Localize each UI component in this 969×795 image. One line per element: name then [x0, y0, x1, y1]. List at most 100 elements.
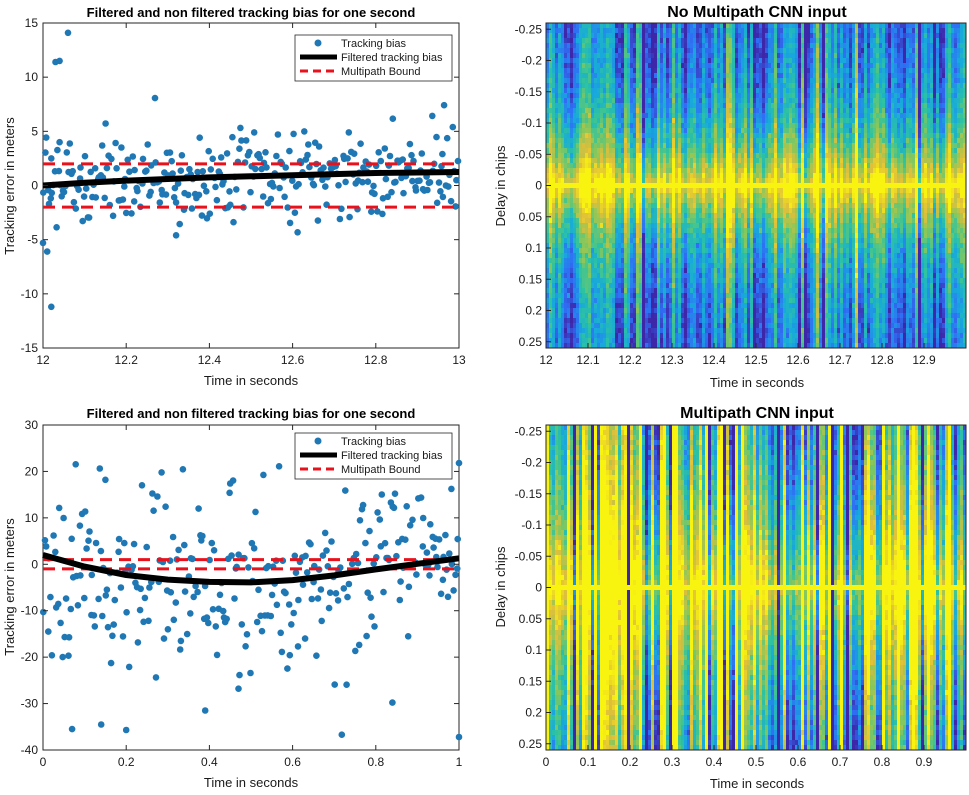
heatmap-cell: [714, 28, 718, 34]
heatmap-cell: [723, 108, 727, 114]
heatmap-cell: [678, 333, 682, 339]
heatmap-cell: [699, 173, 703, 179]
heatmap-cell: [723, 38, 727, 44]
heatmap-cell: [585, 238, 589, 244]
heatmap-cell: [627, 38, 631, 44]
heatmap-cell: [693, 123, 697, 129]
heatmap-cell: [753, 98, 757, 104]
heatmap-cell: [663, 283, 667, 289]
heatmap-cell: [597, 253, 601, 259]
heatmap-cell: [669, 163, 673, 169]
heatmap-cell: [642, 148, 646, 154]
data-point: [129, 153, 137, 160]
heatmap-cell: [702, 68, 706, 74]
heatmap-cell: [591, 68, 595, 74]
heatmap-cell: [558, 73, 562, 79]
heatmap-cell: [558, 173, 562, 179]
heatmap-cell: [567, 38, 571, 44]
heatmap-cell: [561, 338, 565, 344]
legend: Tracking bias Filtered tracking bias Mul…: [294, 34, 453, 82]
heatmap-cell: [633, 98, 637, 104]
heatmap-cell: [723, 323, 727, 329]
heatmap-cell: [756, 218, 760, 224]
heatmap-cell: [756, 293, 760, 299]
heatmap-cell: [609, 113, 613, 119]
heatmap-cell: [678, 28, 682, 34]
heatmap-cell: [579, 198, 583, 204]
heatmap-cell: [579, 158, 583, 164]
heatmap-cell: [717, 218, 721, 224]
heatmap-cell: [549, 113, 553, 119]
data-point: [374, 208, 381, 215]
heatmap-cell: [627, 93, 631, 99]
heatmap-cell: [573, 173, 577, 179]
heatmap-cell: [723, 33, 727, 39]
heatmap-cell: [717, 233, 721, 239]
heatmap-cell: [606, 198, 610, 204]
heatmap-cell: [744, 218, 748, 224]
heatmap-cell: [681, 38, 685, 44]
heatmap-cell: [624, 38, 628, 44]
heatmap-cell: [753, 213, 757, 219]
heatmap-cell: [630, 168, 634, 174]
heatmap-cell: [699, 208, 703, 214]
heatmap-cell: [552, 213, 556, 219]
heatmap-cell: [663, 243, 667, 249]
heatmap-cell: [636, 258, 640, 264]
heatmap-cell: [708, 98, 712, 104]
heatmap-cell: [567, 193, 571, 199]
heatmap-cell: [552, 268, 556, 274]
heatmap-cell: [738, 68, 742, 74]
heatmap-cell: [723, 48, 727, 54]
heatmap-cell: [681, 188, 685, 194]
heatmap-cell: [573, 73, 577, 79]
heatmap-cell: [705, 38, 709, 44]
data-point: [375, 149, 383, 156]
heatmap-cell: [615, 138, 619, 144]
heatmap-cell: [564, 268, 568, 274]
heatmap-cell: [663, 268, 667, 274]
heatmap-cell: [714, 313, 718, 319]
heatmap-cell: [585, 203, 589, 209]
heatmap-cell: [702, 343, 706, 349]
heatmap-cell: [714, 248, 718, 254]
heatmap-cell: [555, 188, 559, 194]
heatmap-cell: [735, 243, 739, 249]
y-tick-label: 5: [31, 124, 38, 138]
heatmap-cell: [669, 288, 673, 294]
heatmap-cell: [750, 323, 754, 329]
heatmap-cell: [606, 318, 610, 324]
heatmap-cell: [549, 48, 553, 54]
heatmap-cell: [717, 168, 721, 174]
heatmap-cell: [675, 93, 679, 99]
heatmap-cell: [648, 83, 652, 89]
heatmap-cell: [684, 53, 688, 59]
heatmap-cell: [747, 38, 751, 44]
heatmap-cell: [570, 233, 574, 239]
heatmap-cell: [759, 53, 763, 59]
heatmap-cell: [717, 188, 721, 194]
heatmap-cell: [717, 23, 721, 29]
heatmap-cell: [708, 138, 712, 144]
heatmap-cell: [630, 73, 634, 79]
heatmap-cell: [579, 63, 583, 69]
heatmap-cell: [645, 148, 649, 154]
heatmap-cell: [600, 93, 604, 99]
heatmap-cell: [633, 78, 637, 84]
heatmap-cell: [654, 103, 658, 109]
data-point: [392, 178, 399, 186]
heatmap-cell: [744, 143, 748, 149]
heatmap-cell: [705, 108, 709, 114]
heatmap-cell: [645, 53, 649, 59]
heatmap-cell: [753, 173, 757, 179]
heatmap-cell: [735, 83, 739, 89]
y-tick-label: -15: [21, 341, 39, 355]
heatmap-cell: [684, 68, 688, 74]
heatmap-cell: [711, 193, 715, 199]
heatmap-cell: [681, 153, 685, 159]
heatmap-cell: [675, 168, 679, 174]
heatmap-cell: [738, 168, 742, 174]
heatmap-cell: [657, 163, 661, 169]
heatmap-cell: [693, 103, 697, 109]
heatmap-cell: [615, 123, 619, 129]
